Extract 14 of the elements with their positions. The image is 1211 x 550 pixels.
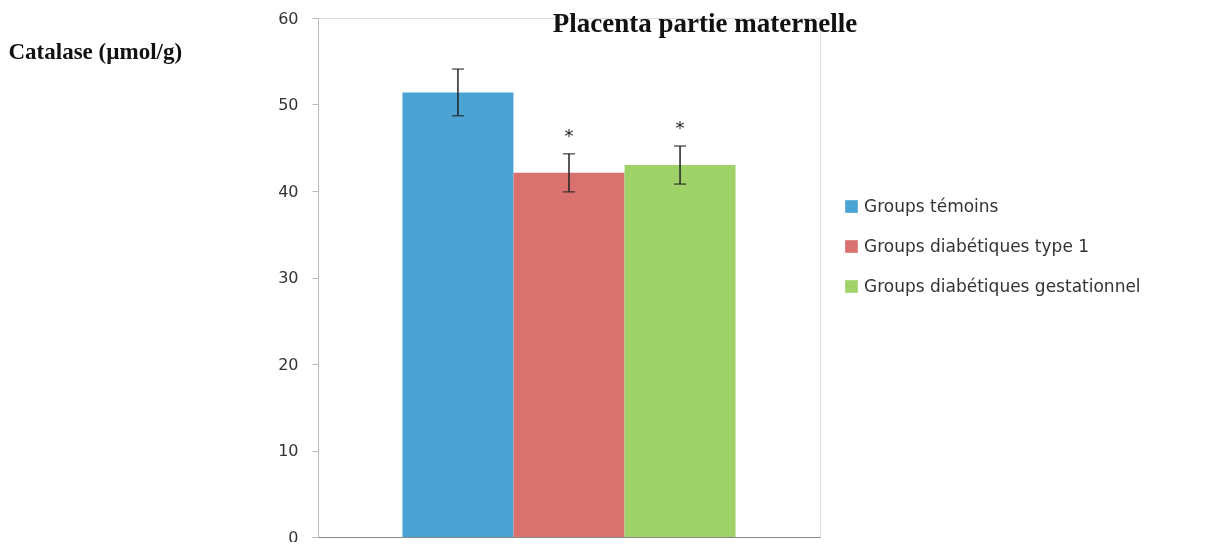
y-tick-label: 30: [278, 268, 299, 287]
legend-label: Groups témoins: [864, 195, 999, 216]
y-tick-label: 60: [278, 8, 299, 28]
data-label: *: [675, 117, 685, 139]
y-tick-label: 10: [278, 441, 299, 460]
legend-label: Groups diabétiques gestationnel: [864, 275, 1141, 296]
legend-label: Groups diabétiques type 1: [864, 235, 1090, 256]
y-tick-label: 50: [278, 95, 299, 114]
chart-title: Placenta partie maternelle: [552, 8, 858, 38]
y-tick-label: 20: [278, 354, 299, 374]
data-label: *: [564, 124, 574, 146]
y-tick-label: 0: [288, 527, 299, 547]
y-tick-label: 40: [278, 181, 299, 201]
y-axis-title: Catalase (µmol/g): [8, 38, 183, 64]
